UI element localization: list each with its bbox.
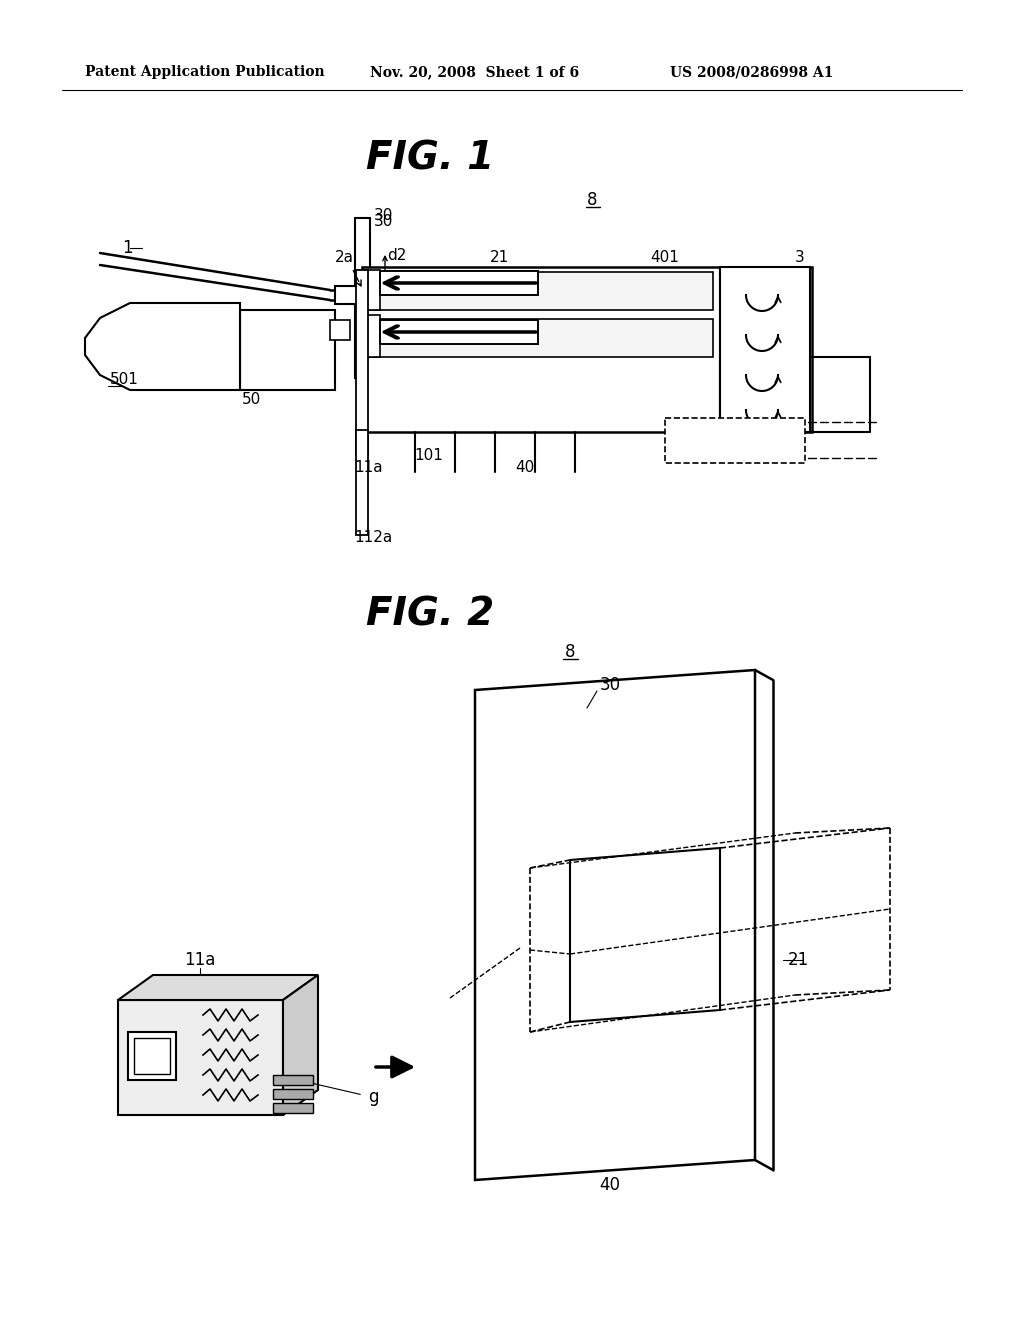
Bar [665, 418, 805, 463]
Text: 1: 1 [122, 239, 133, 257]
Bar [362, 315, 380, 356]
Bar [380, 271, 538, 294]
Text: 401: 401 [650, 251, 679, 265]
Text: 8: 8 [587, 191, 597, 209]
Bar [273, 1089, 313, 1100]
Polygon shape [570, 847, 720, 1022]
Bar [362, 319, 713, 356]
Bar [273, 1104, 313, 1113]
Text: d2: d2 [387, 248, 407, 264]
Text: 30: 30 [374, 207, 393, 223]
Bar [720, 267, 810, 432]
Text: FIG. 1: FIG. 1 [366, 139, 494, 177]
Text: 112a: 112a [354, 531, 392, 545]
Polygon shape [85, 304, 240, 389]
Text: 8: 8 [565, 643, 575, 661]
Text: 11a: 11a [184, 950, 216, 969]
Bar [118, 1001, 283, 1115]
Text: US 2008/0286998 A1: US 2008/0286998 A1 [670, 65, 834, 79]
Text: 2a: 2a [335, 251, 354, 265]
Bar [335, 286, 360, 304]
Text: 3: 3 [795, 251, 805, 265]
Polygon shape [283, 975, 318, 1115]
Bar [356, 430, 368, 535]
Bar [330, 319, 350, 341]
Bar [273, 1074, 313, 1085]
Polygon shape [118, 975, 318, 1001]
Bar [355, 218, 370, 378]
Text: 11a: 11a [354, 461, 383, 475]
Bar [362, 272, 713, 310]
Text: Nov. 20, 2008  Sheet 1 of 6: Nov. 20, 2008 Sheet 1 of 6 [370, 65, 580, 79]
Text: 21: 21 [788, 950, 809, 969]
Text: 101: 101 [414, 447, 442, 462]
Text: Patent Application Publication: Patent Application Publication [85, 65, 325, 79]
Text: g: g [368, 1088, 379, 1106]
Text: 21: 21 [490, 251, 509, 265]
Polygon shape [475, 671, 755, 1180]
Text: 30: 30 [600, 676, 622, 694]
Text: 501: 501 [110, 372, 139, 388]
Bar [356, 271, 368, 455]
Text: 40: 40 [515, 461, 535, 475]
Bar [128, 1032, 176, 1080]
Bar [380, 319, 538, 345]
Bar [362, 267, 812, 432]
Text: 30: 30 [374, 214, 393, 230]
Text: 50: 50 [242, 392, 261, 408]
Text: FIG. 2: FIG. 2 [366, 597, 494, 634]
Bar [240, 310, 335, 389]
Text: 40: 40 [599, 1176, 621, 1195]
Bar [134, 1038, 170, 1074]
Bar [362, 271, 380, 310]
